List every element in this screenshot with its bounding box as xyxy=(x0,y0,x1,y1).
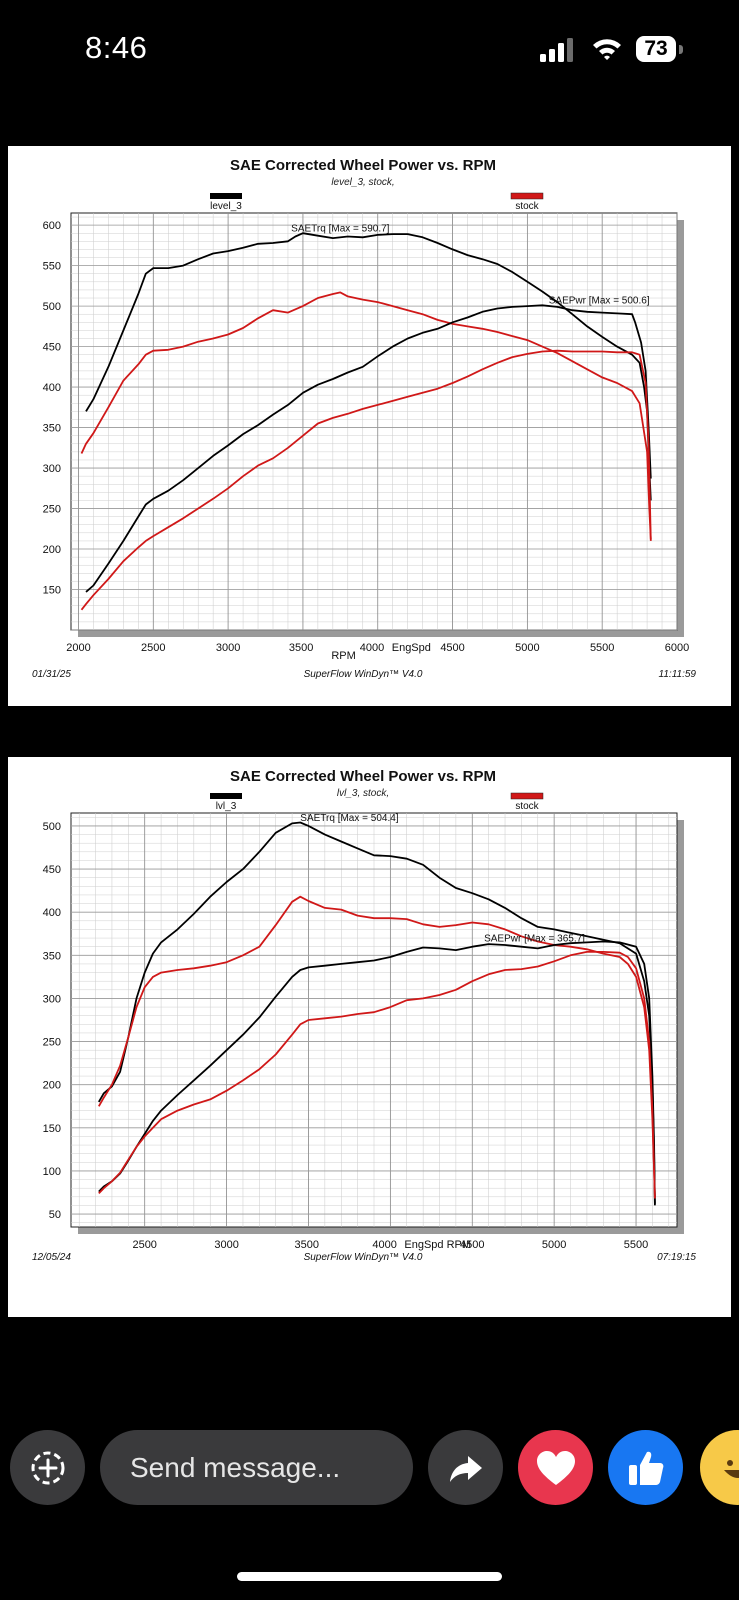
y-tick-label: 150 xyxy=(43,1123,61,1135)
legend-label: stock xyxy=(515,801,539,812)
like-button[interactable] xyxy=(608,1430,683,1505)
y-tick-label: 300 xyxy=(43,993,61,1005)
share-button[interactable] xyxy=(428,1430,503,1505)
x-tick-label: 5000 xyxy=(542,1239,566,1251)
add-button[interactable] xyxy=(10,1430,85,1505)
x-axis-label: EngSpd RPM xyxy=(404,1239,471,1251)
y-tick-label: 450 xyxy=(43,864,61,876)
x-tick-label: 3000 xyxy=(216,642,240,654)
x-tick-label: 4500 xyxy=(440,642,464,654)
y-tick-label: 450 xyxy=(43,342,61,354)
y-tick-label: 100 xyxy=(43,1166,61,1178)
y-tick-label: 600 xyxy=(43,220,61,232)
y-tick-label: 50 xyxy=(49,1209,61,1221)
dyno-chart-1: SAE Corrected Wheel Power vs. RPM level_3… xyxy=(8,146,731,706)
chart-annotation: SAEPwr [Max = 365.7] xyxy=(484,934,585,945)
battery-nub xyxy=(679,45,683,54)
chart-annotation: SAEPwr [Max = 500.6] xyxy=(549,296,650,307)
y-tick-label: 350 xyxy=(43,950,61,962)
x-tick-label: 2500 xyxy=(141,642,165,654)
x-tick-label: 4000 xyxy=(360,642,384,654)
y-tick-label: 200 xyxy=(43,1080,61,1092)
x-tick-label: 2500 xyxy=(132,1239,156,1251)
cellular-signal-icon xyxy=(540,38,573,62)
footer-time: 11:11:59 xyxy=(659,669,697,680)
legend-swatch xyxy=(210,793,242,799)
heart-icon xyxy=(536,1450,575,1485)
series-line xyxy=(85,232,652,501)
x-tick-label: 5000 xyxy=(515,642,539,654)
legend-label: stock xyxy=(515,201,539,212)
share-arrow-icon xyxy=(449,1455,482,1482)
y-tick-label: 250 xyxy=(43,1037,61,1049)
y-tick-label: 550 xyxy=(43,261,61,273)
legend-label: level_3 xyxy=(210,201,242,212)
x-tick-label: 5500 xyxy=(590,642,614,654)
y-tick-label: 500 xyxy=(43,821,61,833)
chart-title: SAE Corrected Wheel Power vs. RPM xyxy=(230,157,496,174)
legend-label: lvl_3 xyxy=(216,801,237,812)
chart-subtitle: lvl_3, stock, xyxy=(337,788,389,799)
legend-swatch xyxy=(510,792,544,800)
series-line xyxy=(80,349,652,611)
status-bar: 8:46 73 xyxy=(0,0,739,100)
y-tick-label: 250 xyxy=(43,504,61,516)
y-tick-label: 150 xyxy=(43,585,61,597)
series-line xyxy=(85,304,652,593)
series-line xyxy=(98,951,656,1199)
x-tick-label: 2000 xyxy=(66,642,90,654)
emoji-icon xyxy=(723,1459,739,1478)
x-tick-label: 4000 xyxy=(372,1239,396,1251)
y-tick-label: 400 xyxy=(43,907,61,919)
chart-subtitle: level_3, stock, xyxy=(331,177,394,188)
x-tick-label: 5500 xyxy=(624,1239,648,1251)
chart-annotation: SAETrq [Max = 590.7] xyxy=(291,224,390,235)
home-indicator xyxy=(237,1572,502,1581)
status-time: 8:46 xyxy=(85,30,148,65)
dyno-chart-1-svg: SAE Corrected Wheel Power vs. RPM level_3… xyxy=(32,157,697,680)
plot-area xyxy=(70,212,678,631)
heart-button[interactable] xyxy=(518,1430,593,1505)
x-axis-label-part: EngSpd xyxy=(392,642,431,654)
emoji-button[interactable] xyxy=(700,1430,739,1505)
footer-date: 01/31/25 xyxy=(32,669,71,680)
y-tick-label: 300 xyxy=(43,463,61,475)
series-line xyxy=(98,821,656,1206)
x-tick-label: 3500 xyxy=(294,1239,318,1251)
message-bar: Send message... xyxy=(0,1420,739,1540)
dyno-chart-2-svg: SAE Corrected Wheel Power vs. RPM lvl_3, … xyxy=(32,768,696,1263)
dyno-chart-2: SAE Corrected Wheel Power vs. RPM lvl_3, … xyxy=(8,757,731,1317)
series-line xyxy=(98,940,656,1204)
footer-software: SuperFlow WinDyn™ V4.0 xyxy=(304,669,423,680)
legend-swatch xyxy=(210,193,242,199)
battery-icon: 73 xyxy=(636,36,676,62)
y-tick-label: 200 xyxy=(43,544,61,556)
series-line xyxy=(98,895,656,1197)
add-icon xyxy=(31,1451,64,1484)
x-axis-label-part: RPM xyxy=(331,650,355,662)
footer-time: 07:19:15 xyxy=(657,1252,696,1263)
chart-annotation: SAETrq [Max = 504.4] xyxy=(300,813,399,824)
y-tick-label: 500 xyxy=(43,301,61,313)
series-line xyxy=(80,291,652,540)
y-tick-label: 400 xyxy=(43,382,61,394)
y-tick-label: 350 xyxy=(43,423,61,435)
x-tick-label: 6000 xyxy=(665,642,689,654)
x-tick-label: 3500 xyxy=(289,642,313,654)
thumbs-up-icon xyxy=(628,1451,663,1485)
legend-swatch xyxy=(510,192,544,200)
message-input[interactable]: Send message... xyxy=(100,1430,413,1505)
footer-software: SuperFlow WinDyn™ V4.0 xyxy=(304,1252,423,1263)
chart-title: SAE Corrected Wheel Power vs. RPM xyxy=(230,768,496,785)
x-tick-label: 3000 xyxy=(214,1239,238,1251)
x-tick-label: 4500 xyxy=(460,1239,484,1251)
footer-date: 12/05/24 xyxy=(32,1252,71,1263)
wifi-icon xyxy=(593,39,621,60)
